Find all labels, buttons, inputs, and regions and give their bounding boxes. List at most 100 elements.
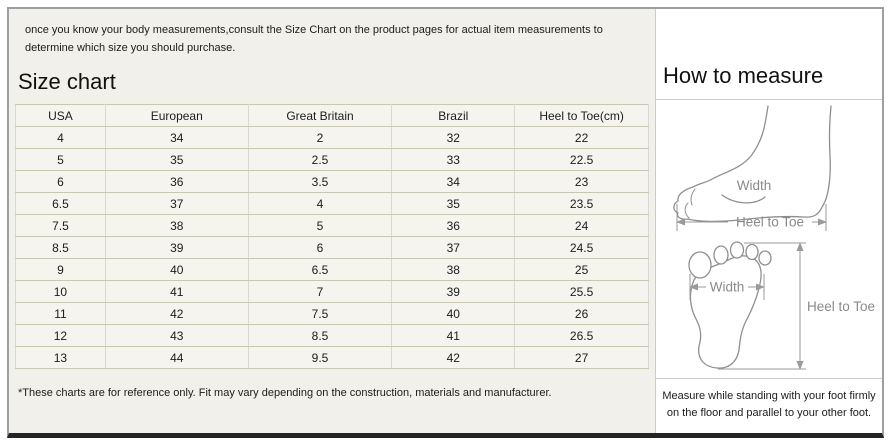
table-cell: 22 — [514, 126, 649, 150]
table-cell: 26 — [514, 302, 649, 326]
table-cell: 5 — [247, 214, 393, 238]
table-cell: 33 — [391, 148, 516, 172]
size-chart-section: once you know your body measurements,con… — [9, 9, 655, 433]
column-header: USA — [15, 104, 106, 128]
table-cell: 38 — [104, 214, 249, 238]
column-header: European — [104, 104, 249, 128]
table-cell: 39 — [104, 236, 249, 260]
arrow-head-left — [689, 283, 698, 291]
table-cell: 7 — [247, 280, 393, 304]
table-cell: 25.5 — [514, 280, 649, 304]
table-row: 11 42 7.5 40 26 — [15, 302, 649, 326]
table-cell: 6 — [247, 236, 393, 260]
sole-width-label: Width — [710, 279, 745, 294]
table-cell: 38 — [391, 258, 516, 282]
table-cell: 35 — [391, 192, 516, 216]
table-cell: 7.5 — [247, 302, 393, 326]
toe-3 — [729, 241, 745, 259]
table-row: 9 40 6.5 38 25 — [15, 258, 649, 282]
toe-5 — [758, 250, 772, 266]
sole-length-label: Heel to Toe — [807, 299, 875, 314]
big-toe — [688, 251, 712, 279]
arrow-head-left — [676, 218, 685, 226]
table-cell: 6.5 — [15, 192, 106, 216]
table-cell: 23 — [514, 170, 649, 194]
table-cell: 13 — [15, 346, 106, 370]
table-cell: 8.5 — [15, 236, 106, 260]
table-cell: 10 — [15, 280, 106, 304]
intro-line-2: determine which size you should purchase… — [25, 41, 236, 54]
table-cell: 34 — [391, 170, 516, 194]
how-to-measure-title: How to measure — [663, 63, 824, 88]
table-cell: 42 — [391, 346, 516, 370]
table-row: 7.5 38 5 36 24 — [15, 214, 649, 238]
table-cell: 6.5 — [247, 258, 393, 282]
table-row: 6.5 37 4 35 23.5 — [15, 192, 649, 216]
how-to-measure-section: How to measure — [655, 9, 882, 433]
table-cell: 6 — [15, 170, 106, 194]
table-cell: 26.5 — [514, 324, 649, 348]
table-cell: 41 — [104, 280, 249, 304]
column-header: Heel to Toe(cm) — [514, 104, 649, 128]
table-cell: 37 — [104, 192, 249, 216]
table-row: 10 41 7 39 25.5 — [15, 280, 649, 304]
column-header: Great Britain — [247, 104, 393, 128]
table-cell: 2 — [247, 126, 393, 150]
table-row: 13 44 9.5 42 27 — [15, 346, 649, 370]
content-panel: once you know your body measurements,con… — [7, 7, 884, 438]
divider-line — [656, 378, 882, 379]
foot-sole-view-diagram: Width Heel to Toe — [688, 241, 875, 370]
column-header: Brazil — [391, 104, 516, 128]
foot-side-outline — [673, 105, 832, 223]
table-row: 12 43 8.5 41 26.5 — [15, 324, 649, 348]
arrow-head-up — [796, 241, 804, 251]
table-cell: 36 — [391, 214, 516, 238]
table-cell: 12 — [15, 324, 106, 348]
arrow-head-down — [796, 360, 804, 370]
footnote: *These charts are for reference only. Fi… — [18, 387, 552, 400]
toe-4 — [745, 243, 759, 260]
table-header-row: USA European Great Britain Brazil Heel to To… — [15, 104, 649, 128]
table-row: 4 34 2 32 22 — [15, 126, 649, 150]
intro-text: once you know your body measurements,con… — [25, 22, 647, 57]
arrow-head-right — [756, 283, 765, 291]
table-cell: 4 — [247, 192, 393, 216]
table-cell: 39 — [391, 280, 516, 304]
table-cell: 27 — [514, 346, 649, 370]
table-cell: 44 — [104, 346, 249, 370]
table-cell: 7.5 — [15, 214, 106, 238]
divider-line — [656, 99, 882, 100]
size-chart-title: Size chart — [18, 69, 116, 95]
table-cell: 4 — [15, 126, 106, 150]
table-cell: 36 — [104, 170, 249, 194]
table-cell: 40 — [104, 258, 249, 282]
table-row: 5 35 2.5 33 22.5 — [15, 148, 649, 172]
table-cell: 22.5 — [514, 148, 649, 172]
side-length-label: Heel to Toe — [736, 215, 804, 230]
table-cell: 25 — [514, 258, 649, 282]
table-cell: 24.5 — [514, 236, 649, 260]
size-table: USA European Great Britain Brazil Heel to To… — [15, 104, 649, 370]
table-cell: 35 — [104, 148, 249, 172]
table-cell: 5 — [15, 148, 106, 172]
table-cell: 37 — [391, 236, 516, 260]
table-cell: 40 — [391, 302, 516, 326]
table-cell: 42 — [104, 302, 249, 326]
table-cell: 41 — [391, 324, 516, 348]
side-width-label: Width — [737, 178, 772, 193]
foot-arch-line — [721, 194, 766, 204]
arrow-head-right — [818, 218, 827, 226]
foot-side-view-diagram: Width Heel to Toe — [673, 105, 832, 232]
table-row: 6 36 3.5 34 23 — [15, 170, 649, 194]
measure-diagrams: Width Heel to Toe — [656, 100, 882, 378]
table-cell: 34 — [104, 126, 249, 150]
table-cell: 8.5 — [247, 324, 393, 348]
table-cell: 9 — [15, 258, 106, 282]
table-cell: 24 — [514, 214, 649, 238]
table-cell: 23.5 — [514, 192, 649, 216]
table-cell: 9.5 — [247, 346, 393, 370]
toe-2 — [713, 245, 729, 265]
foot-toe-lines — [684, 188, 696, 219]
table-cell: 3.5 — [247, 170, 393, 194]
